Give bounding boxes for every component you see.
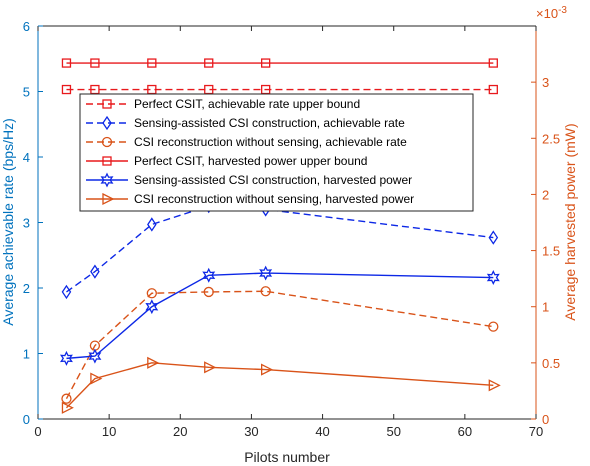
x-tick-label: 0: [34, 424, 41, 439]
legend-sample-3: [86, 136, 128, 148]
left-tick-label: 0: [23, 412, 30, 427]
legend-label-2: Sensing-assisted CSI construction, achie…: [134, 116, 405, 130]
series-6-point: [61, 401, 74, 414]
series-5-point: [259, 265, 273, 281]
legend-sample-marker: [102, 115, 112, 131]
series-4-point: [61, 58, 72, 68]
left-tick-label: 3: [23, 216, 30, 231]
right-tick-label: 2.5: [542, 131, 560, 146]
legend: Perfect CSIT, achievable rate upper boun…: [79, 93, 474, 212]
legend-box: [79, 93, 474, 212]
left-tick-label: 5: [23, 85, 30, 100]
series-5-point: [486, 270, 500, 285]
series-2-point: [488, 230, 499, 245]
legend-sample-marker: [102, 192, 115, 206]
right-axis-exponent: ×10-3: [536, 5, 567, 21]
legend-label-3: CSI reconstruction without sensing, achi…: [134, 135, 407, 149]
right-tick-label: 2: [542, 187, 549, 202]
series-4-point: [90, 58, 100, 68]
legend-sample-1: [86, 99, 128, 109]
left-tick-label: 4: [23, 150, 30, 165]
legend-sample-marker: [102, 156, 112, 166]
series-5-point: [202, 267, 216, 283]
legend-label-1: Perfect CSIT, achievable rate upper boun…: [134, 97, 360, 111]
legend-label-5: Sensing-assisted CSI construction, harve…: [134, 173, 412, 187]
legend-label-6: CSI reconstruction without sensing, harv…: [134, 192, 414, 206]
series-5: [59, 265, 500, 366]
right-tick-label: 0.5: [542, 356, 560, 371]
legend-sample-5: [86, 172, 128, 188]
right-axis-exponent-base: ×10: [536, 6, 558, 21]
series-1: [61, 84, 498, 95]
series-3-point: [203, 286, 214, 298]
series-1-point: [488, 84, 498, 95]
series-6-point: [147, 356, 160, 369]
right-tick-label: 3: [542, 75, 549, 90]
series-3-point: [146, 288, 157, 299]
legend-sample-4: [86, 156, 128, 166]
right-axis-title: Average harvested power (mW): [562, 123, 578, 320]
series-5-point: [145, 299, 159, 315]
x-tick-label: 60: [458, 424, 472, 439]
series-3-point: [488, 321, 499, 332]
series-5-line: [66, 272, 494, 360]
legend-sample-marker: [100, 172, 114, 188]
series-3-point: [260, 286, 271, 297]
series-6-line: [65, 362, 494, 409]
x-tick-label: 70: [529, 424, 543, 439]
legend-sample-6: [86, 192, 128, 206]
series-6-point: [261, 363, 274, 376]
series-2-point: [90, 264, 100, 279]
series-4-point: [147, 58, 157, 68]
series-2-point: [61, 284, 72, 300]
series-4-point: [204, 58, 214, 68]
series-5-point: [59, 350, 73, 366]
plot-area: [38, 26, 536, 419]
x-tick-label: 50: [386, 424, 400, 439]
x-tick-label: 30: [244, 424, 258, 439]
left-tick-label: 1: [23, 347, 30, 362]
left-tick-label: 6: [23, 19, 30, 34]
series-2-point: [147, 217, 157, 232]
series-6-point: [204, 361, 217, 374]
x-tick-label: 40: [315, 424, 329, 439]
left-axis-title: Average achievable rate (bps/Hz): [0, 118, 16, 326]
left-tick-label: 2: [23, 281, 30, 296]
x-tick-label: 20: [173, 424, 187, 439]
series-2-line: [66, 205, 494, 293]
legend-sample-marker: [101, 136, 113, 148]
legend-label-4: Perfect CSIT, harvested power upper boun…: [134, 154, 367, 168]
series-3-point: [61, 393, 72, 404]
x-axis-title: Pilots number: [244, 449, 330, 465]
series-5-point: [88, 348, 102, 364]
series-4-point: [261, 58, 271, 68]
right-axis-exponent-power: -3: [558, 5, 567, 16]
legend-samples: [86, 99, 128, 206]
legend-sample-marker: [102, 99, 112, 109]
series-6: [61, 356, 501, 414]
series-4-point: [488, 58, 498, 68]
legend-sample-2: [86, 115, 128, 131]
right-tick-label: 1: [542, 300, 549, 315]
right-tick-label: 1.5: [542, 244, 560, 259]
x-tick-label: 10: [102, 424, 116, 439]
series-1-point: [61, 84, 72, 95]
series-6-point: [488, 379, 501, 392]
series-4: [61, 58, 498, 68]
series-6-point: [90, 372, 103, 385]
right-tick-label: 0: [542, 412, 549, 427]
